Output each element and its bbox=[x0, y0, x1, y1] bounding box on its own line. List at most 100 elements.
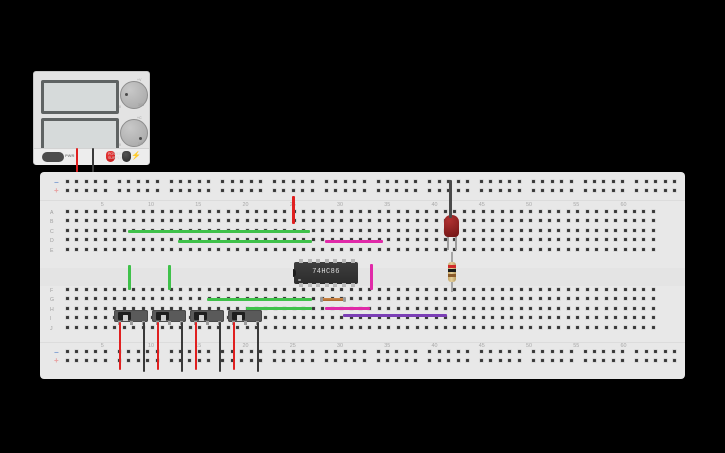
breadboard-hole[interactable] bbox=[226, 247, 230, 251]
rail-feed-wire[interactable] bbox=[292, 196, 295, 224]
breadboard-hole[interactable] bbox=[663, 350, 667, 353]
breadboard-hole[interactable] bbox=[623, 316, 627, 320]
switch2-signal-wire[interactable] bbox=[168, 265, 171, 290]
breadboard-hole[interactable] bbox=[283, 219, 287, 223]
breadboard-hole[interactable] bbox=[569, 180, 573, 183]
breadboard-hole[interactable] bbox=[547, 288, 551, 291]
breadboard-hole[interactable] bbox=[230, 188, 234, 192]
breadboard-hole[interactable] bbox=[169, 325, 173, 329]
breadboard-hole[interactable] bbox=[547, 238, 551, 242]
breadboard-hole[interactable] bbox=[198, 297, 202, 301]
breadboard-hole[interactable] bbox=[651, 247, 655, 251]
breadboard-hole[interactable] bbox=[321, 288, 325, 291]
breadboard-hole[interactable] bbox=[66, 316, 69, 320]
breadboard-hole[interactable] bbox=[614, 228, 618, 232]
breadboard-hole[interactable] bbox=[519, 210, 523, 213]
breadboard-hole[interactable] bbox=[146, 188, 150, 192]
breadboard-hole[interactable] bbox=[368, 247, 372, 251]
breadboard-hole[interactable] bbox=[472, 228, 476, 232]
breadboard-hole[interactable] bbox=[340, 316, 344, 320]
breadboard-hole[interactable] bbox=[434, 306, 438, 310]
breadboard-hole[interactable] bbox=[217, 210, 221, 213]
breadboard-hole[interactable] bbox=[358, 210, 362, 213]
breadboard-hole[interactable] bbox=[343, 180, 347, 183]
breadboard-hole[interactable] bbox=[623, 247, 627, 251]
breadboard-hole[interactable] bbox=[255, 210, 258, 213]
breadboard-hole[interactable] bbox=[519, 288, 523, 291]
breadboard-hole[interactable] bbox=[453, 316, 457, 320]
breadboard-hole[interactable] bbox=[349, 219, 353, 223]
breadboard-hole[interactable] bbox=[633, 228, 636, 232]
breadboard-hole[interactable] bbox=[282, 180, 286, 183]
breadboard-hole[interactable] bbox=[377, 316, 381, 320]
breadboard-hole[interactable] bbox=[500, 238, 504, 242]
switch-actuator[interactable] bbox=[237, 315, 242, 321]
breadboard-hole[interactable] bbox=[538, 219, 542, 223]
breadboard-hole[interactable] bbox=[498, 180, 502, 183]
breadboard-hole[interactable] bbox=[595, 238, 599, 242]
breadboard-hole[interactable] bbox=[75, 219, 79, 223]
breadboard-hole[interactable] bbox=[576, 316, 580, 320]
breadboard-hole[interactable] bbox=[602, 180, 606, 183]
breadboard-hole[interactable] bbox=[255, 238, 258, 242]
breadboard-hole[interactable] bbox=[425, 247, 429, 251]
breadboard-hole[interactable] bbox=[103, 238, 107, 242]
breadboard-hole[interactable] bbox=[103, 316, 107, 320]
breadboard-hole[interactable] bbox=[75, 210, 79, 213]
integrated-circuit[interactable]: 74HC86 bbox=[293, 262, 358, 284]
breadboard-hole[interactable] bbox=[462, 210, 466, 213]
breadboard-hole[interactable] bbox=[302, 316, 306, 320]
breadboard-hole[interactable] bbox=[132, 219, 136, 223]
breadboard-hole[interactable] bbox=[353, 188, 357, 192]
breadboard-hole[interactable] bbox=[576, 238, 580, 242]
breadboard-hole[interactable] bbox=[113, 219, 117, 223]
breadboard-hole[interactable] bbox=[585, 238, 589, 242]
breadboard-hole[interactable] bbox=[415, 297, 419, 301]
breadboard-hole[interactable] bbox=[566, 238, 570, 242]
breadboard-hole[interactable] bbox=[453, 238, 457, 242]
breadboard-hole[interactable] bbox=[188, 180, 192, 183]
breadboard-hole[interactable] bbox=[264, 247, 268, 251]
breadboard-hole[interactable] bbox=[642, 297, 646, 301]
breadboard-hole[interactable] bbox=[481, 238, 485, 242]
breadboard-hole[interactable] bbox=[310, 350, 314, 353]
breadboard-hole[interactable] bbox=[368, 228, 372, 232]
breadboard-hole[interactable] bbox=[311, 325, 315, 329]
breadboard-hole[interactable] bbox=[113, 288, 117, 291]
breadboard-hole[interactable] bbox=[434, 288, 438, 291]
breadboard-hole[interactable] bbox=[324, 358, 328, 362]
breadboard-hole[interactable] bbox=[447, 350, 451, 353]
breadboard-hole[interactable] bbox=[557, 306, 561, 310]
breadboard-hole[interactable] bbox=[311, 316, 315, 320]
breadboard-hole[interactable] bbox=[103, 358, 107, 362]
breadboard-hole[interactable] bbox=[576, 288, 580, 291]
breadboard-hole[interactable] bbox=[198, 325, 202, 329]
breadboard-hole[interactable] bbox=[560, 350, 564, 353]
breadboard-hole[interactable] bbox=[340, 325, 344, 329]
breadboard-hole[interactable] bbox=[324, 188, 328, 192]
breadboard-hole[interactable] bbox=[621, 180, 625, 183]
breadboard-hole[interactable] bbox=[547, 297, 551, 301]
breadboard-hole[interactable] bbox=[264, 325, 268, 329]
breadboard-hole[interactable] bbox=[437, 180, 441, 183]
breadboard-hole[interactable] bbox=[321, 306, 325, 310]
breadboard-hole[interactable] bbox=[623, 210, 627, 213]
breadboard-hole[interactable] bbox=[595, 306, 599, 310]
breadboard-hole[interactable] bbox=[447, 188, 451, 192]
breadboard-hole[interactable] bbox=[349, 316, 353, 320]
breadboard-hole[interactable] bbox=[500, 219, 504, 223]
jumper-strap[interactable] bbox=[320, 297, 346, 302]
breadboard-hole[interactable] bbox=[633, 316, 636, 320]
breadboard-hole[interactable] bbox=[259, 180, 263, 183]
breadboard-hole[interactable] bbox=[462, 297, 466, 301]
breadboard-hole[interactable] bbox=[179, 238, 183, 242]
breadboard-hole[interactable] bbox=[444, 316, 447, 320]
breadboard-hole[interactable] bbox=[330, 316, 334, 320]
breadboard-hole[interactable] bbox=[94, 316, 98, 320]
breadboard-hole[interactable] bbox=[642, 316, 646, 320]
breadboard-hole[interactable] bbox=[273, 325, 277, 329]
breadboard-hole[interactable] bbox=[472, 238, 476, 242]
breadboard-hole[interactable] bbox=[385, 188, 389, 192]
breadboard-hole[interactable] bbox=[178, 350, 182, 353]
breadboard-hole[interactable] bbox=[633, 288, 636, 291]
